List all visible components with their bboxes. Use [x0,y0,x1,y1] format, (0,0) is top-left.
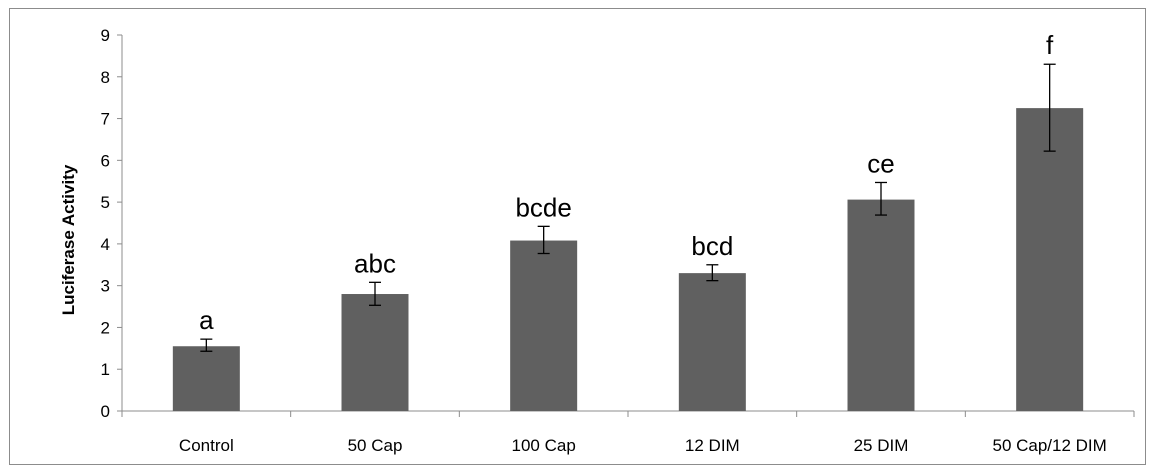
y-tick-label: 2 [101,318,110,337]
bar [678,273,746,411]
significance-label: bcd [691,231,733,261]
significance-label: abc [354,248,396,278]
significance-label: a [199,305,214,335]
bar [847,199,915,411]
y-tick-label: 8 [101,68,110,87]
bar [341,294,409,411]
labels: Control a 50 Cap abc 100 Cap bcde 12 DIM bcd 25 … [179,30,1107,455]
significance-label: f [1046,30,1054,60]
y-tick-label: 4 [101,235,110,254]
x-tick-label: 50 Cap [348,436,403,455]
y-tick-label: 7 [101,110,110,129]
bars [172,108,1084,411]
axes: 0 1 2 3 4 5 6 7 8 9 [101,26,1135,421]
y-tick-label: 5 [101,193,110,212]
y-tick-label: 9 [101,26,110,45]
error-bars [200,63,1056,352]
x-tick-label: 25 DIM [854,436,909,455]
bar [510,240,578,411]
significance-label: ce [867,148,894,178]
y-tick-label: 3 [101,277,110,296]
significance-label: bcde [515,192,571,222]
x-tick-label: 50 Cap/12 DIM [992,436,1106,455]
bar [1016,108,1084,411]
y-tick-label: 0 [101,402,110,421]
x-tick-label: 12 DIM [685,436,740,455]
bar [172,346,240,411]
y-tick-label: 1 [101,360,110,379]
x-tick-label: 100 Cap [512,436,576,455]
y-axis-title: Luciferase Activity [59,164,78,315]
y-tick-label: 6 [101,151,110,170]
x-tick-label: Control [179,436,234,455]
